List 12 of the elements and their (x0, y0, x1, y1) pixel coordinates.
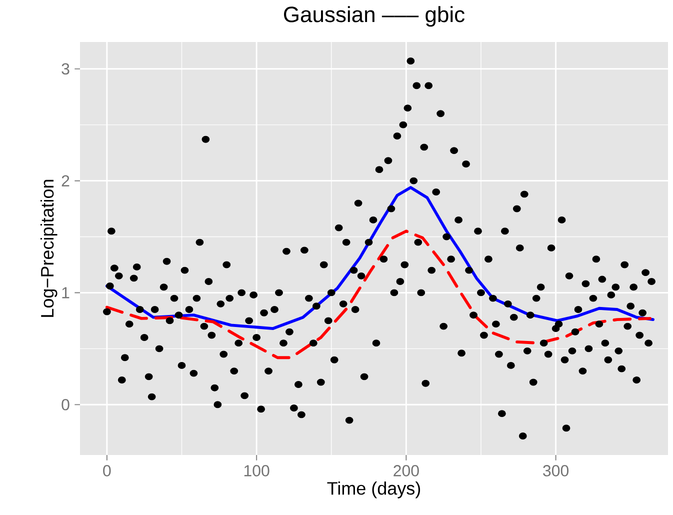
y-tick-label: 1 (62, 287, 70, 298)
y-tick-label: 3 (62, 63, 70, 75)
x-tick-label: 300 (543, 465, 569, 476)
line-series (105, 186, 655, 330)
y-axis-title: Log−Precipitation (40, 180, 58, 317)
x-tick-label: 100 (244, 465, 270, 476)
y-tick-label: 2 (62, 175, 70, 186)
x-axis-title: Time (days) (327, 482, 420, 498)
x-tick-label: 0 (103, 465, 111, 476)
x-tick-label: 200 (394, 465, 419, 476)
y-tick-label: 0 (62, 398, 70, 410)
chart-title: Gaussian ––– gbic (284, 6, 464, 27)
